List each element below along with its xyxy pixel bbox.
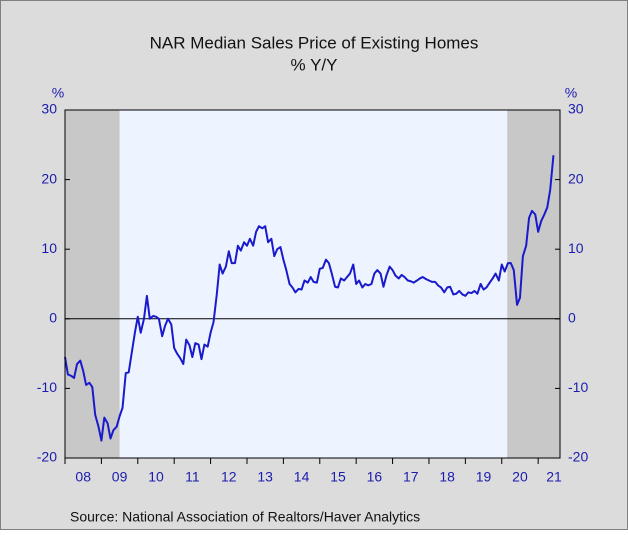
y2-tick-label: -10 [568, 379, 588, 395]
y-tick-label: -20 [37, 449, 57, 465]
y-tick-label: -10 [37, 379, 57, 395]
recession-shade [65, 110, 120, 458]
y-tick-label: 10 [41, 240, 57, 256]
x-tick-label: 20 [512, 469, 528, 485]
x-tick-label: 08 [75, 469, 91, 485]
x-tick-label: 10 [148, 469, 164, 485]
plot-area [65, 110, 560, 458]
y2-tick-label: 0 [568, 310, 576, 326]
chart-title: NAR Median Sales Price of Existing Homes [150, 33, 479, 52]
x-tick-label: 11 [185, 469, 200, 485]
x-tick-label: 17 [403, 469, 419, 485]
x-tick-label: 18 [439, 469, 455, 485]
y2-tick-label: -20 [568, 449, 588, 465]
x-tick-label: 09 [112, 469, 128, 485]
plot-border [64, 109, 561, 459]
y-axis-label: % [52, 85, 64, 101]
x-tick-label: 21 [546, 469, 562, 485]
x-tick-label: 19 [476, 469, 492, 485]
x-tick-label: 12 [221, 469, 237, 485]
x-tick-label: 16 [367, 469, 383, 485]
chart-subtitle: % Y/Y [291, 55, 338, 74]
y2-tick-label: 30 [568, 101, 584, 117]
y2-tick-label: 10 [568, 240, 584, 256]
y2-axis-label: % [565, 85, 577, 101]
x-tick-label: 13 [257, 469, 273, 485]
x-tick-label: 14 [294, 469, 310, 485]
x-tick-label: 15 [330, 469, 346, 485]
source-note: Source: National Association of Realtors… [70, 509, 420, 525]
data-line [64, 155, 555, 442]
y-tick-label: 30 [41, 101, 57, 117]
y-tick-label: 0 [49, 310, 57, 326]
y2-tick-label: 20 [568, 170, 584, 186]
y-tick-label: 20 [41, 170, 57, 186]
